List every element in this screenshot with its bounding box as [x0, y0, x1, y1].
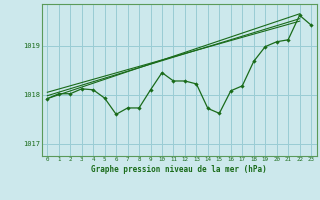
X-axis label: Graphe pression niveau de la mer (hPa): Graphe pression niveau de la mer (hPa): [91, 165, 267, 174]
